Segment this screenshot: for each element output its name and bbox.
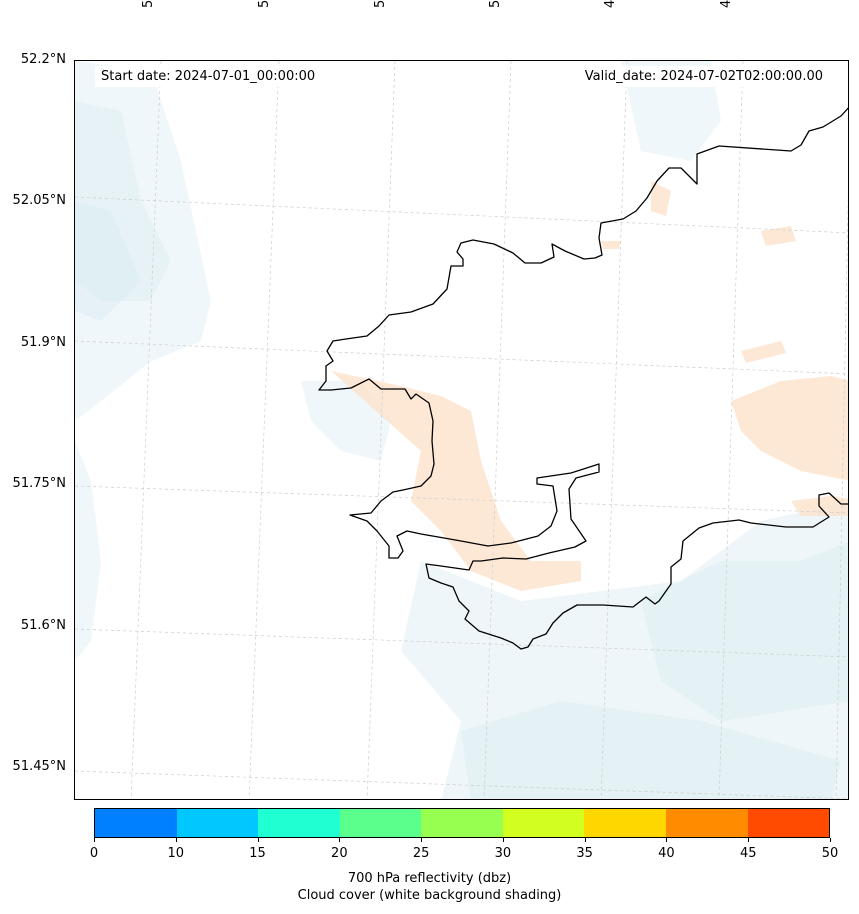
- reflectivity-area: [741, 341, 786, 363]
- colorbar-segment: [502, 809, 585, 837]
- colorbar-tick-label: 30: [494, 846, 512, 861]
- reflectivity-area: [651, 181, 671, 216]
- lon-label: 5.6°W: [141, 0, 156, 8]
- reflectivity-area: [761, 226, 796, 246]
- colorbar-tickmark: [666, 838, 668, 842]
- reflectivity-area: [331, 371, 581, 591]
- colorbar-tick-label: 25: [412, 846, 430, 861]
- start-date-label: Start date: 2024-07-01_00:00:00: [95, 66, 322, 87]
- coastline: [318, 107, 848, 650]
- colorbar-sublabel: Cloud cover (white background shading): [297, 888, 562, 903]
- lat-label: 52.2°N: [20, 52, 66, 67]
- cloud-cover-area: [75, 441, 101, 661]
- colorbar-segment: [747, 809, 830, 837]
- colorbar-tick-label: 40: [658, 846, 675, 861]
- colorbar-segment: [176, 809, 259, 837]
- lon-label: 5.2°W: [373, 0, 388, 8]
- cloud-cover-dense-area: [641, 542, 848, 721]
- cloud-cover-dense-area: [75, 201, 141, 321]
- colorbar-tick-label: 35: [576, 846, 593, 861]
- colorbar-tickmark: [257, 838, 259, 842]
- cloud-cover-dense-area: [461, 701, 841, 799]
- lat-label: 51.45°N: [12, 759, 66, 774]
- valid-date-label: Valid_date: 2024-07-02T02:00:00.00: [578, 66, 829, 87]
- lat-label: 51.9°N: [20, 335, 66, 350]
- colorbar-segment: [421, 809, 503, 837]
- reflectivity-area: [731, 376, 848, 481]
- lon-label: 4.6°W: [719, 0, 734, 8]
- lon-label: 5°W: [488, 0, 503, 8]
- colorbar-segment: [95, 809, 177, 837]
- map-frame: [74, 60, 849, 800]
- lat-label: 52.05°N: [12, 193, 66, 208]
- colorbar-tickmark: [94, 838, 95, 842]
- colorbar-tick-label: 45: [739, 846, 757, 861]
- colorbar-tick-label: 0: [89, 846, 99, 861]
- colorbar-tick-label: 50: [821, 846, 839, 861]
- reflectivity-area: [601, 241, 621, 249]
- colorbar: [94, 808, 830, 838]
- colorbar-segment: [339, 809, 422, 837]
- lon-label: 4.8°W: [603, 0, 618, 8]
- colorbar-segment: [584, 809, 666, 837]
- colorbar-tickmark: [502, 838, 504, 842]
- lat-label: 51.6°N: [20, 618, 66, 633]
- lat-label: 51.75°N: [12, 476, 66, 491]
- colorbar-tickmark: [175, 838, 177, 842]
- colorbar-tickmark: [748, 838, 750, 842]
- colorbar-tickmark: [830, 838, 831, 842]
- colorbar-label: 700 hPa reflectivity (dbz): [347, 871, 512, 886]
- colorbar-tickmark: [421, 838, 423, 842]
- meridian-line: [248, 61, 280, 799]
- reflectivity-shading: [331, 181, 848, 591]
- reflectivity-area: [791, 496, 848, 516]
- lon-label: 5.4°W: [257, 0, 272, 8]
- colorbar-tick-label: 20: [331, 846, 348, 861]
- cloud-cover-area: [75, 61, 211, 421]
- coastline-path: [318, 107, 848, 650]
- colorbar-tick-label: 10: [167, 846, 185, 861]
- colorbar-segment: [665, 809, 748, 837]
- colorbar-tick-label: 15: [249, 846, 266, 861]
- colorbar-segment: [258, 809, 340, 837]
- colorbar-tickmark: [339, 838, 341, 842]
- colorbar-tickmark: [584, 838, 586, 842]
- map-canvas: [75, 61, 848, 799]
